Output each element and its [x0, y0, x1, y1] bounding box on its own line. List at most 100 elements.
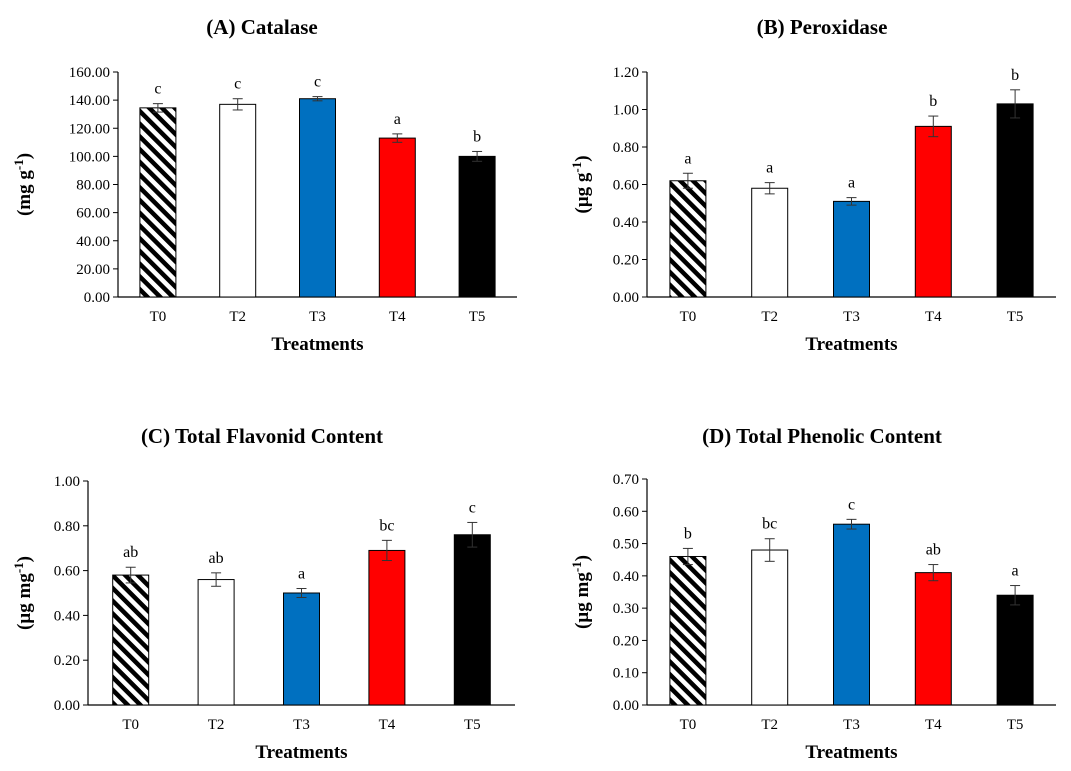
- y-tick-label: 0.80: [54, 519, 80, 535]
- y-axis-label-close: ): [14, 556, 35, 562]
- significance-letter: c: [234, 76, 241, 93]
- y-tick-label: 160.00: [69, 65, 110, 81]
- bar-t0: [139, 107, 177, 298]
- bar-t4: [914, 125, 952, 298]
- chart-svg: (D) Total Phenolic Content 0.00 0.10 0.20 0.…: [569, 424, 1056, 763]
- y-tick-label: 0.40: [54, 608, 80, 624]
- y-axis-label: (µg mg-1): [11, 556, 35, 630]
- y-tick-label: 0.20: [613, 253, 639, 269]
- x-tick-label: T5: [1007, 309, 1024, 325]
- bar-t5: [996, 594, 1034, 706]
- x-tick-label: T2: [229, 309, 246, 325]
- chart-svg: (C) Total Flavonid Content 0.00 0.20 0.40 0.…: [11, 424, 515, 763]
- significance-letter: a: [766, 160, 773, 177]
- significance-letter: a: [1012, 563, 1019, 580]
- chart-panel-catalase: (A) Catalase 0.00 20.00 40.00 60.00 80.00 100.…: [0, 0, 535, 385]
- y-tick-label: 0.30: [613, 601, 639, 617]
- x-tick-label: T5: [469, 309, 486, 325]
- y-tick-label: 140.00: [69, 93, 110, 109]
- y-axis-label: (µg g-1): [569, 155, 593, 213]
- x-tick-label: T5: [464, 717, 481, 733]
- y-axis-label: (µg mg-1): [569, 555, 593, 629]
- x-tick-label: T3: [293, 717, 310, 733]
- y-axis-label-sup: -1: [11, 159, 26, 170]
- significance-letter: b: [473, 128, 481, 145]
- bar-t4: [914, 572, 952, 706]
- bar-t5: [458, 155, 496, 298]
- y-axis-label-main: (µg mg: [14, 573, 35, 630]
- chart-panel-peroxidase: (B) Peroxidase 0.00 0.20 0.40 0.60 0.80 1.00 1.…: [560, 0, 1071, 385]
- y-tick-label: 0.60: [613, 178, 639, 194]
- y-axis-label-sup: -1: [569, 162, 584, 173]
- significance-letter: a: [298, 566, 305, 583]
- significance-letter: c: [154, 81, 161, 98]
- y-axis-label-close: ): [572, 155, 593, 161]
- bar-t2: [219, 103, 257, 298]
- bar-t5: [996, 103, 1034, 298]
- significance-letter: a: [684, 150, 691, 167]
- chart-svg: (A) Catalase 0.00 20.00 40.00 60.00 80.00 100.…: [11, 15, 517, 355]
- y-tick-label: 20.00: [76, 262, 110, 278]
- bar-t0: [112, 574, 150, 706]
- significance-letter: c: [848, 496, 855, 513]
- significance-letter: bc: [762, 516, 777, 533]
- y-tick-label: 60.00: [76, 206, 110, 222]
- y-tick-label: 1.20: [613, 65, 639, 81]
- y-tick-label: 0.50: [613, 537, 639, 553]
- significance-letter: c: [314, 74, 321, 91]
- bar-t4: [378, 137, 416, 298]
- x-axis-label: Treatments: [805, 742, 897, 763]
- y-tick-label: 0.00: [54, 698, 80, 714]
- y-axis-label-close: ): [572, 555, 593, 561]
- y-tick-label: 0.20: [54, 653, 80, 669]
- bar-t3: [833, 200, 870, 298]
- x-tick-label: T0: [680, 717, 697, 733]
- significance-letter: bc: [379, 517, 394, 534]
- x-tick-label: T2: [208, 717, 225, 733]
- chart-svg: (B) Peroxidase 0.00 0.20 0.40 0.60 0.80 1.00 1.…: [569, 15, 1056, 355]
- x-tick-label: T3: [843, 309, 860, 325]
- bar-t0: [669, 555, 707, 706]
- significance-letter: a: [848, 175, 855, 192]
- y-tick-label: 1.00: [613, 103, 639, 119]
- y-tick-label: 120.00: [69, 121, 110, 137]
- bar-t2: [751, 549, 789, 706]
- y-tick-label: 0.60: [54, 564, 80, 580]
- y-tick-label: 0.60: [613, 504, 639, 520]
- x-tick-label: T3: [309, 309, 326, 325]
- y-axis-label-sup: -1: [569, 561, 584, 572]
- y-axis-label-sup: -1: [11, 562, 26, 573]
- x-axis-label: Treatments: [805, 334, 897, 355]
- chart-panel-flavonid: (C) Total Flavonid Content 0.00 0.20 0.40 0.…: [0, 415, 535, 771]
- significance-letter: c: [469, 499, 476, 516]
- significance-letter: a: [394, 111, 401, 128]
- bar-t5: [453, 534, 491, 706]
- significance-letter: ab: [209, 550, 224, 567]
- x-tick-label: T2: [761, 717, 778, 733]
- significance-letter: b: [929, 93, 937, 110]
- chart-panel-phenolic: (D) Total Phenolic Content 0.00 0.10 0.20 0.…: [560, 415, 1071, 771]
- x-tick-label: T2: [761, 309, 778, 325]
- y-axis-label-main: (µg mg: [572, 572, 593, 629]
- y-axis-label-close: ): [14, 153, 35, 159]
- y-axis-label-main: (µg g: [572, 172, 593, 214]
- x-tick-label: T3: [843, 717, 860, 733]
- bar-t4: [368, 549, 406, 706]
- y-tick-label: 1.00: [54, 474, 80, 490]
- bar-t3: [283, 592, 320, 706]
- y-tick-label: 40.00: [76, 234, 110, 250]
- significance-letter: ab: [926, 542, 941, 559]
- bar-t3: [299, 98, 336, 298]
- bar-t2: [197, 579, 235, 706]
- x-tick-label: T4: [925, 309, 942, 325]
- y-axis-label: (mg g-1): [11, 153, 35, 216]
- x-tick-label: T4: [379, 717, 396, 733]
- bar-t2: [751, 187, 789, 298]
- y-tick-label: 0.80: [613, 140, 639, 156]
- y-tick-label: 0.70: [613, 472, 639, 488]
- x-tick-label: T5: [1007, 717, 1024, 733]
- x-tick-label: T0: [122, 717, 139, 733]
- y-tick-label: 100.00: [69, 149, 110, 165]
- y-tick-label: 0.40: [613, 569, 639, 585]
- significance-letter: b: [684, 525, 692, 542]
